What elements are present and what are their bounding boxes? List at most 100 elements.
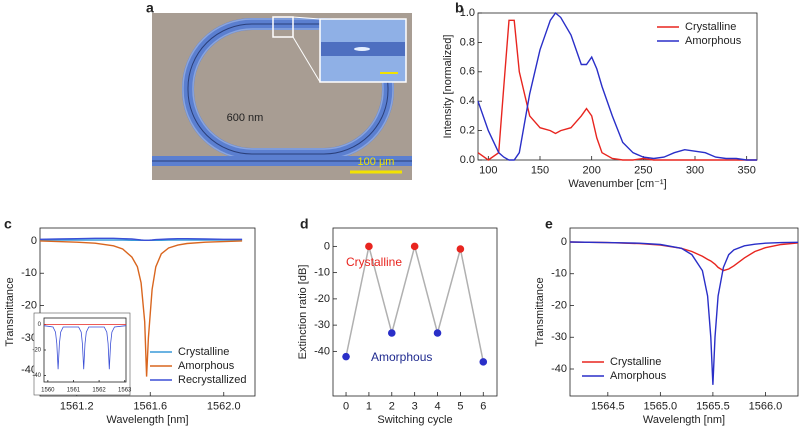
x-tick-label: 1563 xyxy=(118,388,132,394)
y-axis-label: Transmittance xyxy=(534,277,546,346)
y-tick-label: 0.8 xyxy=(460,36,475,48)
data-line xyxy=(39,237,243,241)
legend-label: Amorphous xyxy=(610,370,667,382)
legend-label: Recrystallized xyxy=(178,374,246,386)
chart-panel: 1564.5 1565.0 1565.5 1566.0 0 -10 -20 -30 -40 Wav… xyxy=(534,227,799,426)
x-tick-label: 1565.0 xyxy=(644,400,678,412)
y-tick-label: -10 xyxy=(314,267,330,279)
data-point xyxy=(410,242,419,251)
inset-cell xyxy=(354,47,370,51)
y-tick-label: 0.6 xyxy=(460,66,475,78)
panel-label: d xyxy=(300,216,309,232)
ring-core xyxy=(187,23,389,155)
x-tick-label: 250 xyxy=(634,164,652,176)
ring-edge xyxy=(192,28,384,150)
y-axis-label: Transmittance xyxy=(4,277,16,346)
chart-panel: 1561.2 1561.6 1562.0 0 -10 -20 -30 -40 Wavelengt… xyxy=(4,227,256,426)
y-tick-label: -40 xyxy=(314,345,330,357)
legend-label: Crystalline xyxy=(178,346,229,358)
image-label: 600 nm xyxy=(227,112,264,124)
y-tick-label: 0 xyxy=(324,240,330,252)
y-tick-label: -10 xyxy=(551,268,567,280)
panel-label: a xyxy=(146,0,154,16)
chart-panel: 100 150 200 250 300 350 0.0 0.2 0.4 0.6 0.8 1.0 Wave… xyxy=(442,7,758,190)
plot-frame xyxy=(39,227,256,397)
data-point xyxy=(365,242,373,251)
annotation: Crystalline xyxy=(346,255,402,269)
x-tick-label: 1560 xyxy=(41,388,55,394)
annotation: Amorphous xyxy=(371,350,432,364)
x-tick-label: 6 xyxy=(480,400,486,412)
chart-panel: 0 1 2 3 4 5 6 0 -10 -20 -30 -40 Switching cycle Extin… xyxy=(297,227,498,426)
x-tick-label: 300 xyxy=(686,164,704,176)
data-line xyxy=(43,325,127,370)
panel-label: b xyxy=(455,0,464,16)
y-tick-label: 0.0 xyxy=(460,154,475,166)
x-tick-label: 2 xyxy=(389,400,395,412)
x-tick-label: 350 xyxy=(737,164,755,176)
y-tick-label: 0 xyxy=(31,235,37,247)
panel-label: c xyxy=(4,216,12,232)
zoom-line xyxy=(292,36,321,83)
y-tick-label: -40 xyxy=(551,363,567,375)
y-tick-label: 0.2 xyxy=(460,125,475,137)
y-tick-label: -40 xyxy=(21,364,37,376)
data-point xyxy=(387,329,396,337)
x-tick-label: 1561 xyxy=(67,388,81,394)
x-tick-label: 0 xyxy=(343,400,349,412)
x-tick-label: 100 xyxy=(479,164,497,176)
y-tick-label: 0.4 xyxy=(460,95,475,107)
y-tick-label: -20 xyxy=(32,348,41,354)
zoom-box xyxy=(272,16,294,38)
y-tick-label: -20 xyxy=(21,299,37,311)
legend-label: Crystalline xyxy=(610,356,661,368)
x-tick-label: 1564.5 xyxy=(591,400,625,412)
chart-panel: 1560 1561 1562 1563 0 -20 -40 xyxy=(32,312,132,396)
x-tick-label: 1566.0 xyxy=(749,400,783,412)
y-tick-label: 1.0 xyxy=(460,7,475,19)
x-tick-label: 5 xyxy=(457,400,463,412)
scale-bar-label: 100 μm xyxy=(358,156,395,168)
x-axis-label: Wavenumber [cm⁻¹] xyxy=(568,178,666,190)
x-axis-label: Switching cycle xyxy=(377,414,452,426)
data-line xyxy=(569,241,799,272)
y-axis-label: Extinction ratio [dB] xyxy=(297,265,309,360)
data-line xyxy=(39,240,243,377)
y-tick-label: -30 xyxy=(314,319,330,331)
x-tick-label: 1565.5 xyxy=(696,400,730,412)
micrograph: 100 μm 600 nm xyxy=(152,13,412,180)
y-axis-label: Intensity [normalized] xyxy=(442,35,454,139)
y-tick-label: -30 xyxy=(21,332,37,344)
x-tick-label: 3 xyxy=(412,400,418,412)
x-tick-label: 1561.2 xyxy=(60,400,94,412)
panel-label: e xyxy=(545,216,553,232)
y-tick-label: -30 xyxy=(551,331,567,343)
y-tick-label: 0 xyxy=(561,236,567,248)
data-point xyxy=(456,245,465,253)
x-tick-label: 1562 xyxy=(92,388,106,394)
x-tick-label: 200 xyxy=(582,164,600,176)
y-tick-label: -10 xyxy=(21,267,37,279)
legend-label: Amorphous xyxy=(178,360,235,372)
data-point xyxy=(342,352,350,361)
x-tick-label: 1562.0 xyxy=(207,400,241,412)
x-tick-label: 1561.6 xyxy=(133,400,167,412)
y-tick-label: -20 xyxy=(314,293,330,305)
data-line xyxy=(477,19,757,161)
data-line xyxy=(569,241,799,385)
x-axis-label: Wavelength [nm] xyxy=(106,414,188,426)
inset-background xyxy=(33,312,131,396)
x-tick-label: 150 xyxy=(531,164,549,176)
zoom-line xyxy=(292,16,321,20)
data-point xyxy=(433,329,442,337)
x-axis-label: Wavelength [nm] xyxy=(643,414,725,426)
y-tick-label: -20 xyxy=(551,299,567,311)
y-tick-label: 0 xyxy=(38,322,42,328)
legend-label: Crystalline xyxy=(685,21,736,33)
plot-frame xyxy=(477,12,758,161)
data-line xyxy=(477,11,757,161)
y-tick-label: -40 xyxy=(32,373,41,379)
data-point xyxy=(479,358,488,366)
legend-label: Amorphous xyxy=(685,35,742,47)
